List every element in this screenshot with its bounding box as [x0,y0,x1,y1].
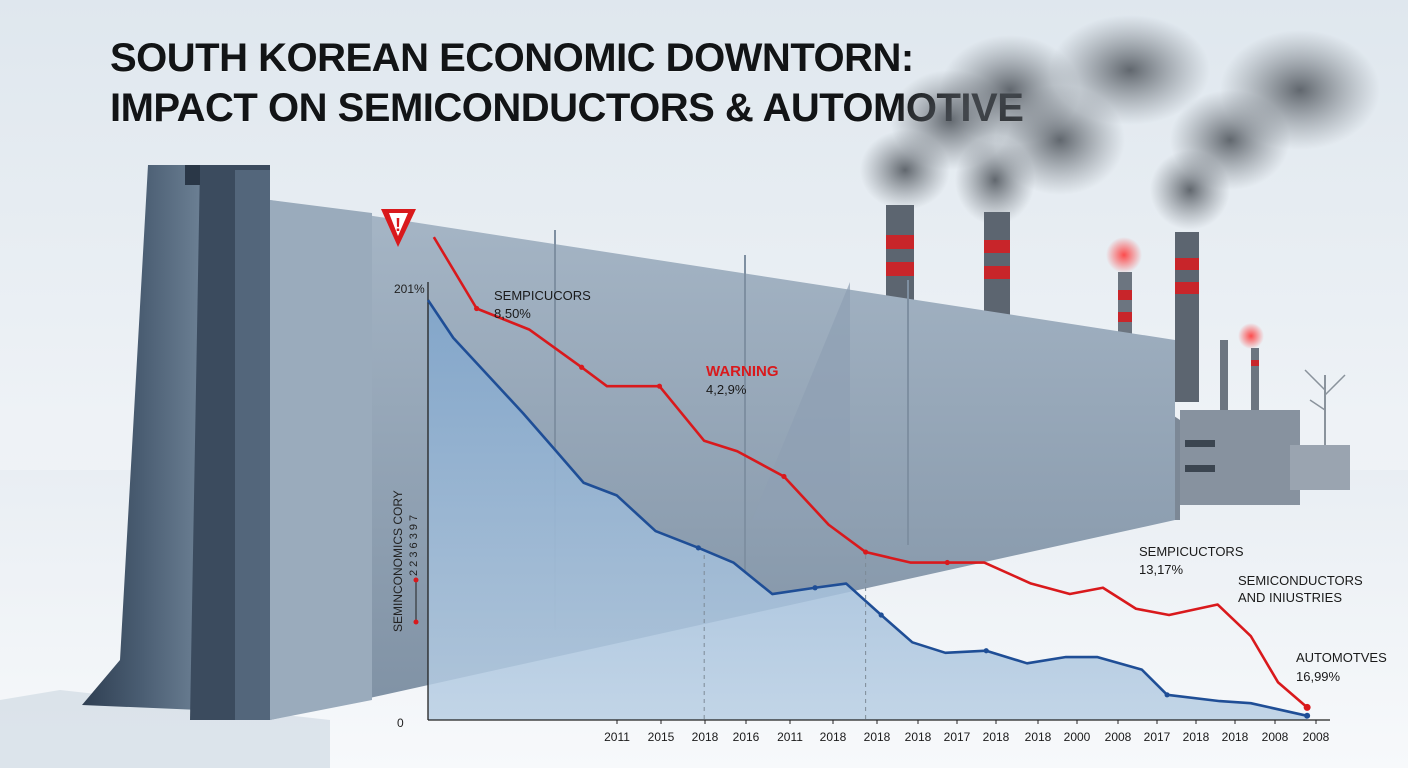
smoke-plumes [860,15,1380,230]
x-tick-label-2: 2018 [692,730,719,744]
x-tick-label-6: 2018 [864,730,891,744]
x-tick-label-16: 2008 [1262,730,1289,744]
warning-symbol: ! [395,215,401,235]
x-tick-label-9: 2018 [983,730,1010,744]
annotation-sempicutors-line-1: 13,17% [1139,562,1184,577]
x-tick-label-10: 2018 [1025,730,1052,744]
annotation-warning-line-0: WARNING [706,363,779,380]
annotations: SEMPICUCORS 8,50% WARNING 4,2,9% SEMPICUCTOR… [494,288,1387,684]
y-axis-sublabel: 2 2 3 6 3 9 7 [408,515,420,576]
x-tick-label-17: 2008 [1303,730,1330,744]
x-tick-label-1: 2015 [648,730,675,744]
blue-series-point-3 [983,648,989,654]
x-tick-label-4: 2011 [777,730,803,744]
x-tick-label-0: 2011 [604,730,630,744]
blue-series-point-0 [695,545,701,551]
blue-series-line [426,299,1308,718]
red-series-point-4 [863,549,869,555]
x-tick-label-3: 2016 [733,730,760,744]
x-tick-label-7: 2018 [905,730,932,744]
vertical-guide-lines [703,555,867,720]
y-axis-label-group: SEMINCONOMICS CORY 2 2 3 6 3 9 7 [391,490,420,632]
warning-triangle-icon: ! [381,209,416,247]
blue-series-end-point [1304,712,1311,719]
x-tick-label-8: 2017 [944,730,971,744]
plot-area: 201% 0 2011 2015 2018 2016 2011 2018 2018 2018 201… [381,209,1387,744]
red-series-point-5 [944,559,950,566]
red-series-point-2 [656,383,663,389]
red-series-point-3 [781,473,787,480]
blue-series-point-1 [812,585,818,591]
y-axis-legend-dot-top [413,577,419,583]
blue-series-area [428,300,1308,720]
y-tick-label-1: 0 [397,716,404,730]
y-axis-label: SEMINCONOMICS CORY [391,490,405,632]
annotation-warning-line-1: 4,2,9% [706,382,747,397]
axis-ticks: 201% 0 2011 2015 2018 2016 2011 2018 2018 2018 201… [394,282,1330,744]
annotation-automotives-line-1: 16,99% [1296,669,1341,684]
annotation-automotives-line-0: AUTOMOTVES [1296,650,1387,665]
x-tick-label-11: 2000 [1064,730,1091,744]
red-series-point-0 [474,305,480,312]
annotation-industries-line-0: SEMICONDUCTORS [1238,573,1363,588]
annotation-industries-line-1: AND INIUSTRIES [1238,590,1342,605]
chart-title-line-1: SOUTH KOREAN ECONOMIC DOWNTORN: [110,36,914,80]
annotation-semiconductors-line-0: SEMPICUCORS [494,288,591,303]
x-tick-label-5: 2018 [820,730,847,744]
series-lines [426,236,1311,719]
red-series-line [432,236,1308,709]
red-series-end-point [1303,703,1311,711]
blue-series-point-4 [1164,692,1170,698]
x-tick-label-14: 2018 [1183,730,1210,744]
red-series-point-1 [579,364,585,370]
chart-title-line-2: IMPACT ON SEMICONDUCTORS & AUTOMOTIVE [110,86,1024,130]
concrete-pillars [82,165,270,720]
blue-area-fill [428,300,1308,720]
x-tick-label-15: 2018 [1222,730,1249,744]
x-tick-label-13: 2017 [1144,730,1171,744]
blue-series-point-2 [878,612,884,618]
annotation-semiconductors-line-1: 8,50% [494,306,531,321]
background-scenery [0,15,1408,768]
x-tick-label-12: 2008 [1105,730,1132,744]
y-tick-label-0: 201% [394,282,425,296]
annotation-sempicutors-line-0: SEMPICUCTORS [1139,544,1244,559]
y-axis-legend-dot-bottom [413,619,419,625]
